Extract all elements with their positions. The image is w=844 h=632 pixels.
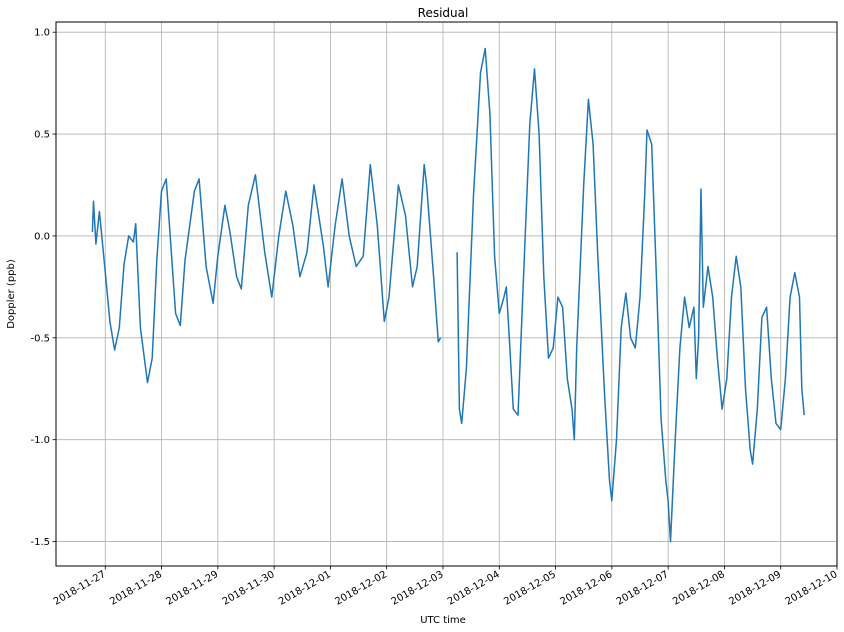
series-line (456, 47, 805, 543)
series-line (91, 163, 442, 384)
grid (56, 22, 838, 566)
x-tick-label: 2018-12-01 (277, 569, 333, 608)
x-tick-label: 2018-12-09 (727, 569, 783, 608)
x-tick-label: 2018-11-28 (108, 569, 164, 608)
y-tick-label: 0.0 (34, 231, 50, 242)
x-tick-label: 2018-11-30 (221, 569, 277, 608)
y-tick-label: 1.0 (34, 28, 50, 39)
y-tick-label: -1.0 (30, 435, 50, 446)
y-tick-label: -0.5 (30, 333, 50, 344)
y-tick-label: -1.5 (30, 537, 50, 548)
x-tick-label: 2018-11-27 (52, 569, 108, 608)
y-tick-label: 0.5 (34, 130, 50, 141)
chart-title: Residual (418, 6, 469, 20)
x-axis-label: UTC time (420, 615, 466, 626)
x-tick-label: 2018-12-07 (615, 569, 671, 608)
x-tick-label: 2018-12-04 (446, 569, 502, 608)
x-tick-label: 2018-12-05 (502, 569, 558, 608)
x-tick-label: 2018-12-08 (671, 569, 727, 608)
y-axis: 1.0 0.5 0.0 -0.5 -1.0 -1.5 (30, 28, 56, 548)
x-tick-label: 2018-12-10 (784, 569, 840, 608)
x-tick-label: 2018-11-29 (164, 569, 220, 608)
x-tick-label: 2018-12-06 (559, 569, 615, 608)
plot-frame (55, 21, 838, 567)
x-axis: 2018-11-27 2018-11-28 2018-11-29 2018-11-30… (52, 566, 840, 608)
x-tick-label: 2018-12-02 (333, 569, 389, 608)
y-axis-label: Doppler (ppb) (6, 259, 17, 329)
x-tick-label: 2018-12-03 (390, 569, 446, 608)
series-group (91, 47, 805, 543)
